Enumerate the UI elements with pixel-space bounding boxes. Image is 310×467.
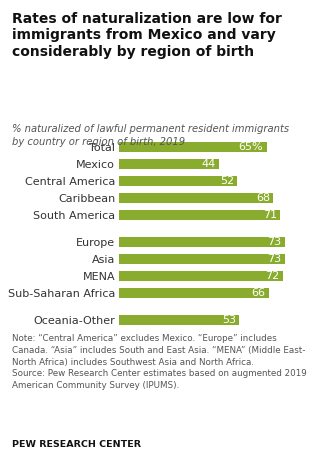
Bar xyxy=(119,315,240,325)
Text: 52: 52 xyxy=(220,176,234,186)
Text: % naturalized of lawful permanent resident immigrants
by country or region of bi: % naturalized of lawful permanent reside… xyxy=(12,124,290,147)
Text: 72: 72 xyxy=(265,271,279,281)
Text: PEW RESEARCH CENTER: PEW RESEARCH CENTER xyxy=(12,440,141,449)
Text: 66: 66 xyxy=(251,288,266,298)
Text: 65%: 65% xyxy=(239,142,263,152)
Bar xyxy=(119,159,219,169)
Text: 44: 44 xyxy=(202,159,216,169)
Bar xyxy=(119,210,280,220)
Text: 73: 73 xyxy=(267,254,281,264)
Bar xyxy=(119,270,283,281)
Bar xyxy=(119,176,237,186)
Text: 53: 53 xyxy=(222,315,236,325)
Bar xyxy=(119,142,267,152)
Text: 73: 73 xyxy=(267,237,281,247)
Bar xyxy=(119,288,269,298)
Text: Note: “Central America” excludes Mexico. “Europe” includes
Canada. “Asia” includ: Note: “Central America” excludes Mexico.… xyxy=(12,334,307,390)
Bar xyxy=(119,193,273,203)
Text: 68: 68 xyxy=(256,193,270,203)
Bar xyxy=(119,237,285,247)
Bar xyxy=(119,254,285,264)
Text: 71: 71 xyxy=(263,210,277,220)
Text: Rates of naturalization are low for
immigrants from Mexico and vary
considerably: Rates of naturalization are low for immi… xyxy=(12,12,282,59)
